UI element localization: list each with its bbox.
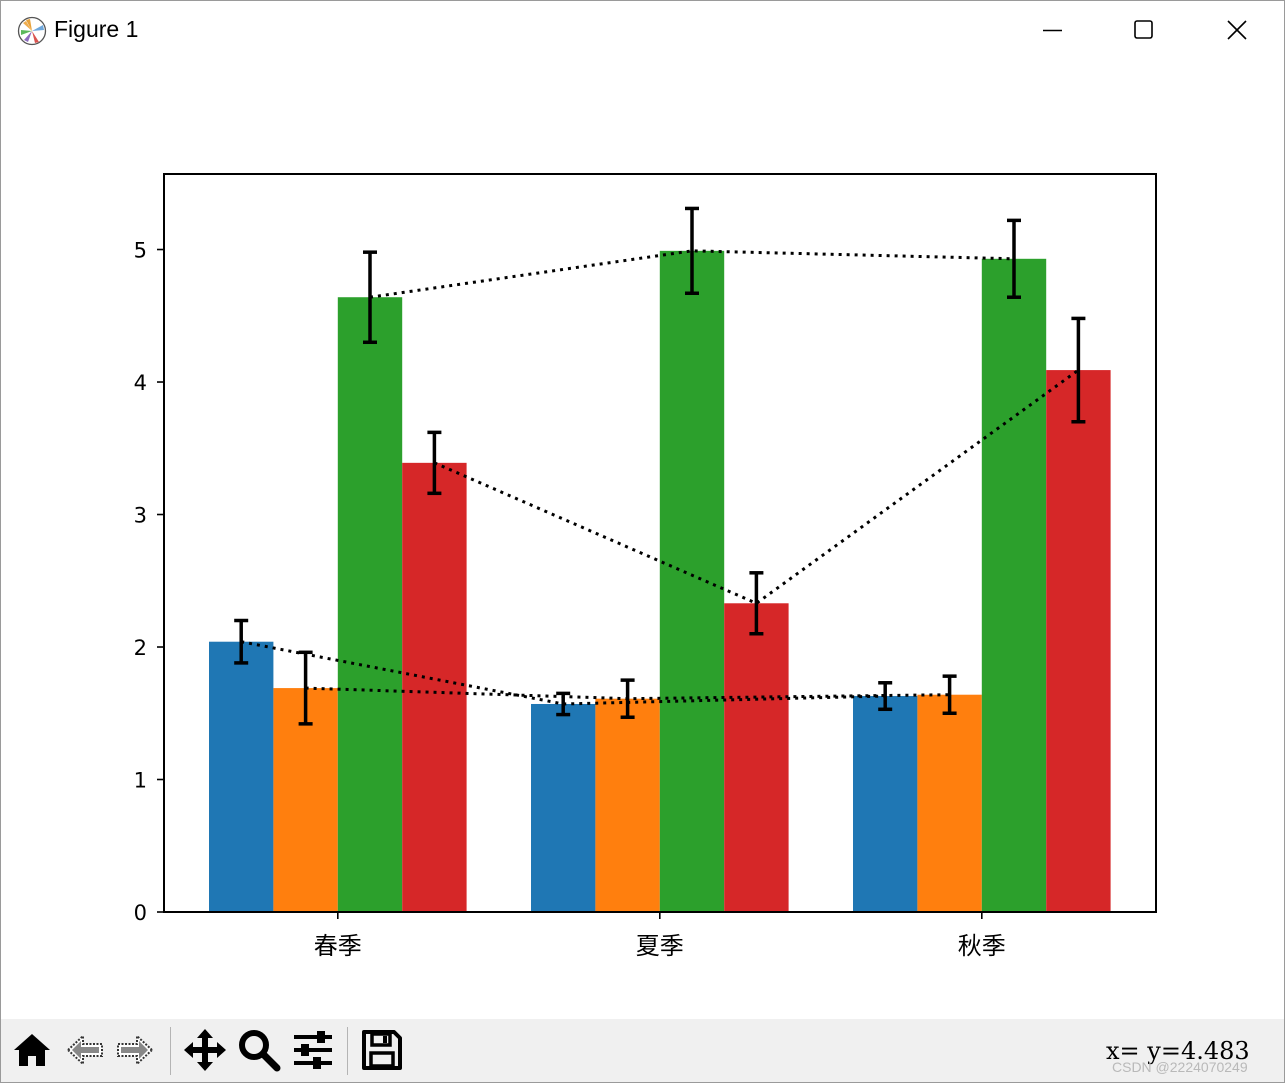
cursor-coordinates: x= y=4.483	[1106, 1037, 1250, 1065]
forward-button[interactable]	[113, 1027, 157, 1073]
minimize-button[interactable]	[1007, 1, 1099, 59]
x-tick-label: 秋季	[958, 932, 1006, 960]
configure-subplots-button[interactable]	[291, 1027, 335, 1073]
error-bar-series4-2	[1071, 316, 1086, 424]
navigation-toolbar	[1, 1019, 1284, 1082]
bar-series3-2	[981, 258, 1047, 912]
error-bar-series3-2	[1007, 218, 1021, 299]
home-icon	[14, 1034, 50, 1066]
back-arrow-icon	[66, 1033, 103, 1067]
y-tick-label: 5	[134, 239, 147, 263]
pan-button[interactable]	[183, 1027, 227, 1073]
error-bar-series2-1	[620, 678, 635, 719]
error-bar-series3-1	[685, 206, 699, 295]
bar-series3-0	[337, 297, 403, 912]
bar-series1-2	[853, 696, 918, 912]
y-tick-label: 1	[134, 769, 147, 793]
error-bar-series2-0	[298, 650, 313, 726]
forward-arrow-icon	[117, 1033, 154, 1067]
bar-series1-1	[531, 703, 596, 912]
back-button[interactable]	[63, 1027, 107, 1073]
configure-subplots-icon	[294, 1031, 332, 1069]
error-bar-series1-0	[234, 618, 249, 665]
bar-series2-1	[595, 698, 660, 912]
maximize-icon	[1134, 20, 1153, 39]
error-bar-series4-0	[427, 430, 442, 496]
toolbar-separator	[347, 1027, 348, 1075]
x-tick-label: 春季	[314, 932, 362, 960]
error-bar-series1-1	[556, 691, 571, 717]
error-bar-series4-1	[749, 571, 764, 636]
chart-canvas[interactable]: 0 1 2 3 4 5 春季 夏季 秋季	[1, 59, 1284, 1019]
watermark: CSDN @2224070249	[1112, 1059, 1248, 1075]
bar-series4-2	[1046, 370, 1111, 912]
toolbar-separator	[170, 1027, 171, 1075]
home-button[interactable]	[10, 1027, 54, 1073]
window-title: Figure 1	[54, 16, 139, 42]
bar-series4-1	[724, 603, 789, 912]
zoom-button[interactable]	[237, 1027, 281, 1073]
title-bar[interactable]: Figure 1	[1, 1, 1284, 59]
bar-series2-2	[917, 694, 982, 912]
maximize-button[interactable]	[1098, 1, 1190, 59]
error-bar-series2-2	[942, 674, 957, 716]
matplotlib-logo-icon	[17, 16, 47, 46]
close-icon	[1227, 20, 1247, 40]
error-bar-series3-0	[363, 250, 377, 345]
save-icon	[362, 1030, 402, 1070]
zoom-icon	[239, 1030, 281, 1072]
bar-series1-0	[209, 641, 274, 912]
y-tick-label: 0	[134, 901, 147, 925]
save-button[interactable]	[360, 1027, 404, 1073]
connector-line-series4	[433, 368, 1080, 606]
y-tick-label: 2	[134, 636, 147, 660]
x-tick-label: 夏季	[636, 932, 684, 960]
bar-series3-1	[659, 250, 725, 912]
error-bar-series1-2	[878, 681, 893, 712]
minimize-icon	[1043, 29, 1062, 32]
bar-series4-0	[402, 462, 467, 912]
y-tick-label: 3	[134, 504, 147, 528]
close-button[interactable]	[1191, 1, 1283, 59]
y-tick-label: 4	[134, 371, 147, 395]
pan-icon	[184, 1029, 226, 1071]
